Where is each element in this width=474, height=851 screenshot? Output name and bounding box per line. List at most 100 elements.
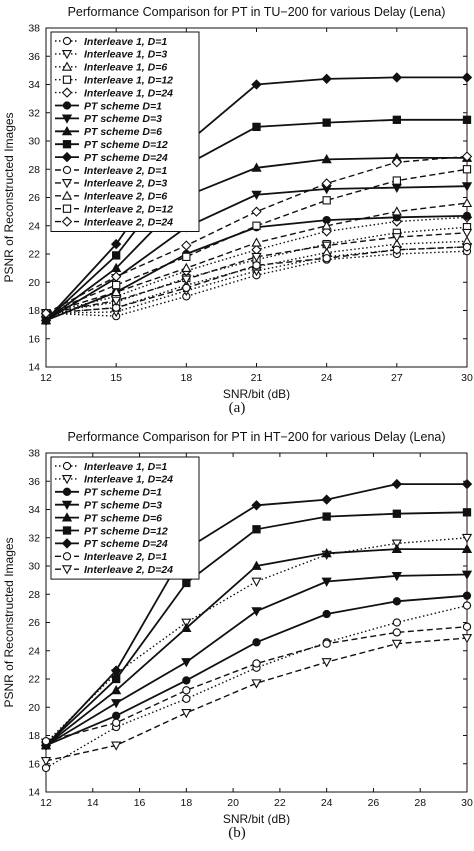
chart-a-legend-label: PT scheme D=3 (84, 113, 162, 125)
chart-a-data-point (322, 254, 331, 263)
chart-b-x-tick-label: 12 (40, 797, 52, 809)
chart-b-data-point (322, 609, 331, 619)
chart-a-legend-marker (62, 101, 72, 110)
chart-b-data-point (182, 676, 191, 685)
chart-b-data-point (182, 578, 191, 588)
chart-a-data-point (251, 252, 262, 263)
chart-b-data-point (462, 601, 472, 610)
chart-b-series-pt-scheme-d-24 (40, 478, 473, 751)
chart-b-series-line (45, 637, 468, 762)
chart-b-y-tick-label: 16 (28, 758, 40, 770)
chart-a-data-point (391, 233, 402, 243)
chart-b-legend-label: PT scheme D=12 (84, 525, 168, 537)
chart-a-legend-marker (61, 125, 73, 136)
chart-b-data-point (111, 699, 122, 709)
chart-a-data-point (40, 308, 52, 319)
chart-a-legend-marker (62, 204, 72, 213)
chart-a-legend-label: Interleave 2, D=12 (84, 204, 173, 216)
chart-b-data-point (462, 622, 472, 631)
chart-b-legend-marker (61, 538, 73, 549)
chart-a-data-point (40, 315, 52, 326)
chart-a-data-point (181, 240, 192, 251)
chart-b-y-tick-label: 24 (28, 645, 40, 657)
chart-b-x-tick-label: 30 (461, 797, 473, 809)
chart-b-data-point (251, 577, 262, 587)
chart-b-x-tick-label: 14 (87, 797, 99, 809)
chart-b-data-point (181, 658, 192, 668)
chart-a-legend-label: PT scheme D=6 (84, 126, 162, 138)
chart-a-legend-label: Interleave 1, D=3 (84, 49, 167, 61)
chart-a: Performance Comparison for PT in TU−200 … (2, 5, 473, 401)
chart-b-y-tick-label: 38 (28, 448, 40, 460)
chart-b-legend-label: PT scheme D=1 (84, 487, 162, 499)
chart-a-x-tick-label: 30 (461, 372, 473, 384)
chart-b-data-point (392, 509, 401, 518)
chart-a-legend-item: Interleave 2, D=6 (55, 190, 167, 203)
chart-b-data-point (461, 543, 473, 553)
chart-a-legend-item: Interleave 2, D=1 (55, 165, 167, 177)
chart-a-y-tick-label: 38 (28, 23, 40, 35)
chart-a-legend-label: Interleave 1, D=6 (84, 62, 167, 74)
chart-a-legend-marker (61, 87, 73, 98)
chart-a-data-point (391, 157, 403, 168)
chart-a-data-point (461, 197, 473, 208)
chart-b-y-tick-label: 22 (28, 674, 40, 686)
chart-b-y-tick-label: 18 (28, 730, 40, 742)
chart-a-y-tick-label: 14 (28, 362, 40, 374)
chart-a-data-point (461, 151, 473, 162)
chart-a-legend-marker (61, 61, 73, 71)
chart-a-legend-marker (61, 216, 73, 227)
chart-a-legend-label: Interleave 2, D=1 (84, 165, 167, 177)
chart-b-data-point (391, 543, 402, 553)
chart-a-x-tick-label: 27 (391, 372, 403, 384)
chart-a-data-point (181, 275, 192, 285)
chart-b-x-tick-label: 24 (321, 797, 333, 809)
chart-a-data-point (321, 241, 332, 251)
chart-b-legend-label: Interleave 2, D=1 (84, 551, 167, 563)
chart-a-legend-item: Interleave 1, D=1 (55, 36, 167, 48)
chart-b-legend-item: PT scheme D=6 (55, 512, 162, 524)
chart-a-data-point (112, 251, 121, 260)
chart-a-data-point (110, 271, 122, 282)
chart-a-legend-label: Interleave 2, D=24 (84, 216, 173, 228)
chart-a-data-point (181, 262, 192, 273)
chart-a-data-point (110, 238, 122, 250)
chart-b-x-tick-label: 22 (274, 797, 286, 809)
chart-a-data-point (391, 72, 403, 83)
chart-b-legend-label: PT scheme D=6 (84, 512, 162, 524)
chart-a-y-tick-label: 28 (28, 164, 40, 176)
chart-b-x-axis-label: SNR/bit (dB) (223, 812, 290, 825)
chart-a-legend-marker (61, 114, 73, 124)
chart-b-data-point (391, 478, 403, 490)
chart-a-y-tick-label: 36 (28, 51, 40, 63)
chart-a-series-interleave-2-d-24 (40, 151, 473, 319)
chart-a-y-tick-label: 20 (28, 277, 40, 289)
chart-a-legend-label: Interleave 1, D=12 (84, 75, 173, 87)
chart-b-data-point (251, 500, 262, 511)
chart-b-x-tick-label: 18 (180, 797, 192, 809)
chart-b-y-tick-label: 28 (28, 589, 40, 601)
chart-b: Performance Comparison for PT in HT−200 … (2, 430, 473, 826)
chart-a-legend-item: PT scheme D=3 (55, 113, 162, 125)
chart-a-legend-item: Interleave 1, D=24 (55, 87, 173, 99)
chart-a-legend-marker (61, 151, 73, 163)
chart-b-legend-item: Interleave 2, D=24 (55, 564, 173, 576)
chart-b-legend-label: PT scheme D=3 (84, 500, 162, 512)
chart-a-legend-label: Interleave 1, D=1 (84, 36, 167, 48)
chart-a-legend-item: Interleave 1, D=3 (55, 49, 167, 61)
chart-b-y-tick-label: 32 (28, 532, 40, 544)
chart-b-legend-item: Interleave 1, D=1 (55, 461, 167, 473)
chart-b-data-point (251, 679, 262, 689)
chart-a-legend-label: Interleave 2, D=6 (84, 191, 167, 203)
chart-b-legend-marker (62, 461, 72, 471)
chart-b-data-point (461, 533, 473, 544)
chart-a-data-point (392, 115, 401, 124)
chart-a-series-pt-scheme-d-24 (40, 72, 473, 326)
chart-a-legend-item: PT scheme D=1 (55, 100, 162, 112)
chart-a-legend-label: PT scheme D=12 (84, 139, 168, 151)
chart-b-data-point (251, 607, 262, 617)
chart-a-legend-label: PT scheme D=24 (84, 152, 168, 164)
chart-b-data-point (392, 628, 401, 637)
chart-a-y-tick-label: 24 (28, 220, 40, 232)
